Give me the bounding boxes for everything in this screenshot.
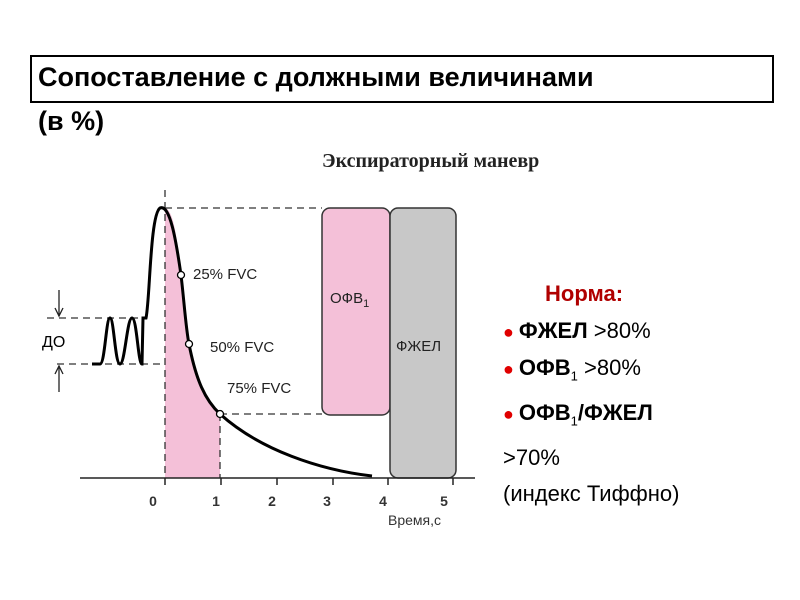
title-box [30,55,774,103]
slide-subtitle: (в %) [38,106,105,136]
norms-heading: Норма: [545,281,624,306]
fvc-label: ФЖЕЛ [396,338,441,355]
x-axis-label: Время,с [388,512,441,528]
x-tick-label: 1 [212,493,220,509]
norms-note: (индекс Тиффно) [503,481,680,507]
bullet-icon: ● [503,359,519,379]
fvc-markers [176,270,225,419]
x-tick-label: 3 [323,493,331,509]
norm-item-tiffeneau: ● ОФВ1/ФЖЕЛ [503,399,653,429]
norm-item-fev1: ● ОФВ1 >80% [503,355,641,384]
fvc-75-label: 75% FVC [227,380,291,397]
norm-item-fvc: ● ФЖЕЛ >80% [503,317,651,343]
spirogram-curve [92,206,373,478]
x-tick-label: 5 [440,493,448,509]
tidal-arrows [54,290,64,392]
fev1-box [321,207,391,416]
slide-title: Сопоставление с должными величинами [38,62,594,92]
diagram-caption: Экспираторный маневр [322,150,540,172]
fvc-50-label: 50% FVC [210,339,274,356]
norms-block: Норма: ● ФЖЕЛ >80% ● ОФВ1 >80% ● ОФВ1/ФЖ… [503,276,680,513]
x-tick-label: 2 [268,493,276,509]
fev1-label: ОФВ1 [330,290,369,310]
norm-item-tiffeneau-value: >70% [503,444,560,470]
fvc-25-label: 25% FVC [193,266,257,283]
x-tick-label: 4 [379,493,387,509]
bullet-icon: ● [503,321,519,342]
x-ticks [164,478,454,485]
tidal-volume-label: ДО [42,334,65,351]
bullet-icon: ● [503,403,519,424]
x-tick-label: 0 [149,493,157,509]
